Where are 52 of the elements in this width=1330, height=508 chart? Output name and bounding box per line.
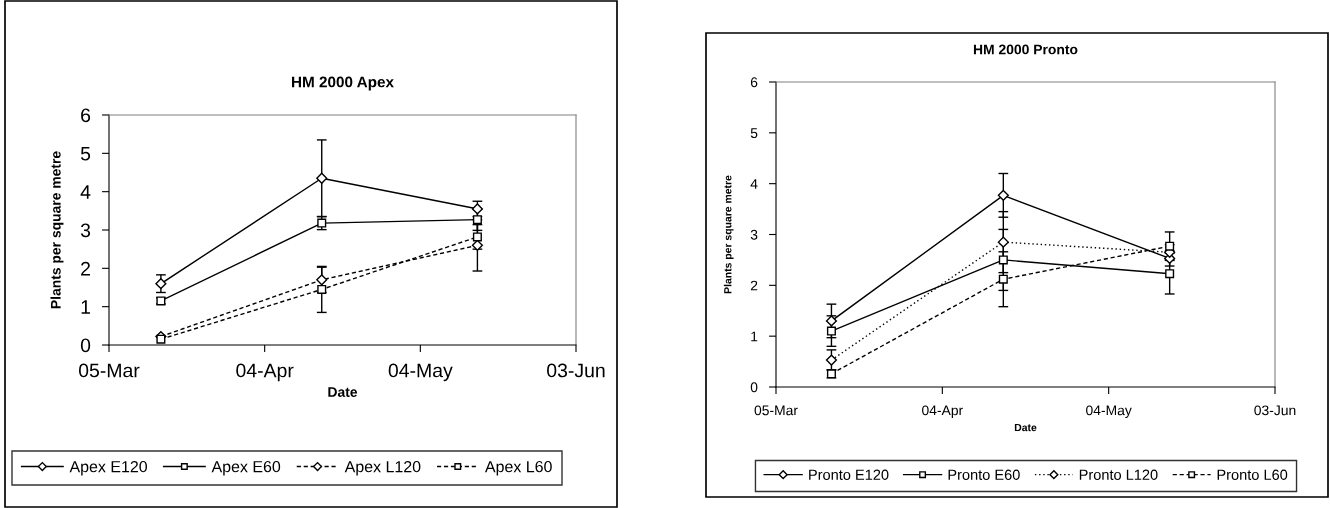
point [472,215,482,225]
point [1165,241,1175,251]
y-tick-label: 4 [750,179,758,189]
point [155,278,167,290]
legend-label: Pronto L120 [1079,469,1158,480]
legend-label: Apex L60 [484,460,552,476]
legend-label: Pronto E60 [948,469,1020,480]
legend-label: Apex L120 [344,460,421,476]
point [998,274,1008,284]
point [997,189,1009,201]
point [317,284,327,294]
x-tick-label: 04-Apr [922,405,963,418]
chart-title: HM 2000 Apex [292,76,394,91]
x-tick-label: 03-Jun [1254,405,1296,416]
legend-label: Apex E120 [69,460,148,476]
x-tick-label: 03-Jun [547,363,605,378]
legend-label: Pronto L60 [1217,469,1288,480]
x-tick-label: 04-May [1086,405,1132,418]
chart-title: HM 2000 Pronto [973,44,1078,55]
y-tick-label: 1 [751,331,758,342]
x-tick-label: 04-May [388,363,453,382]
legend-label: Apex E60 [211,460,281,476]
point [316,172,328,184]
x-tick-label: 05-Mar [78,363,140,378]
point [472,232,482,242]
point [998,255,1008,265]
point [826,326,836,336]
x-tick-label: 04-Apr [236,363,294,382]
point [1165,269,1175,279]
point [825,315,838,327]
y-tick-label: 1 [81,300,90,314]
y-tick-label: 0 [80,338,91,353]
y-tick-label: 4 [80,185,91,199]
y-axis-title: Plants per square metre [50,151,64,309]
point [997,236,1009,248]
x-axis-title: Date [328,387,358,397]
point [156,334,166,344]
y-tick-label: 0 [750,382,758,393]
y-axis-title: Plants per square metre [723,175,734,294]
point [825,354,838,366]
y-tick-label: 3 [750,229,758,240]
y-tick-label: 6 [81,108,91,123]
x-axis-title: Date [1014,423,1037,432]
y-tick-label: 5 [750,128,758,138]
point [316,274,328,286]
y-tick-label: 5 [80,147,91,161]
y-tick-label: 6 [750,77,758,88]
y-tick-label: 2 [750,280,758,291]
x-tick-label: 05-Mar [754,405,798,416]
legend-label: Pronto E120 [809,469,889,480]
y-tick-label: 2 [81,261,90,276]
y-tick-label: 3 [80,223,91,238]
